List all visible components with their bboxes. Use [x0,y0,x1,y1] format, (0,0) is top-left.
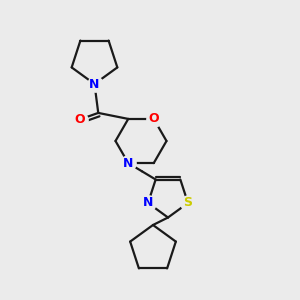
Text: N: N [123,157,134,169]
Text: S: S [184,196,193,209]
Text: N: N [143,196,153,209]
Text: O: O [148,112,159,125]
Text: N: N [89,77,100,91]
Text: O: O [74,113,85,126]
